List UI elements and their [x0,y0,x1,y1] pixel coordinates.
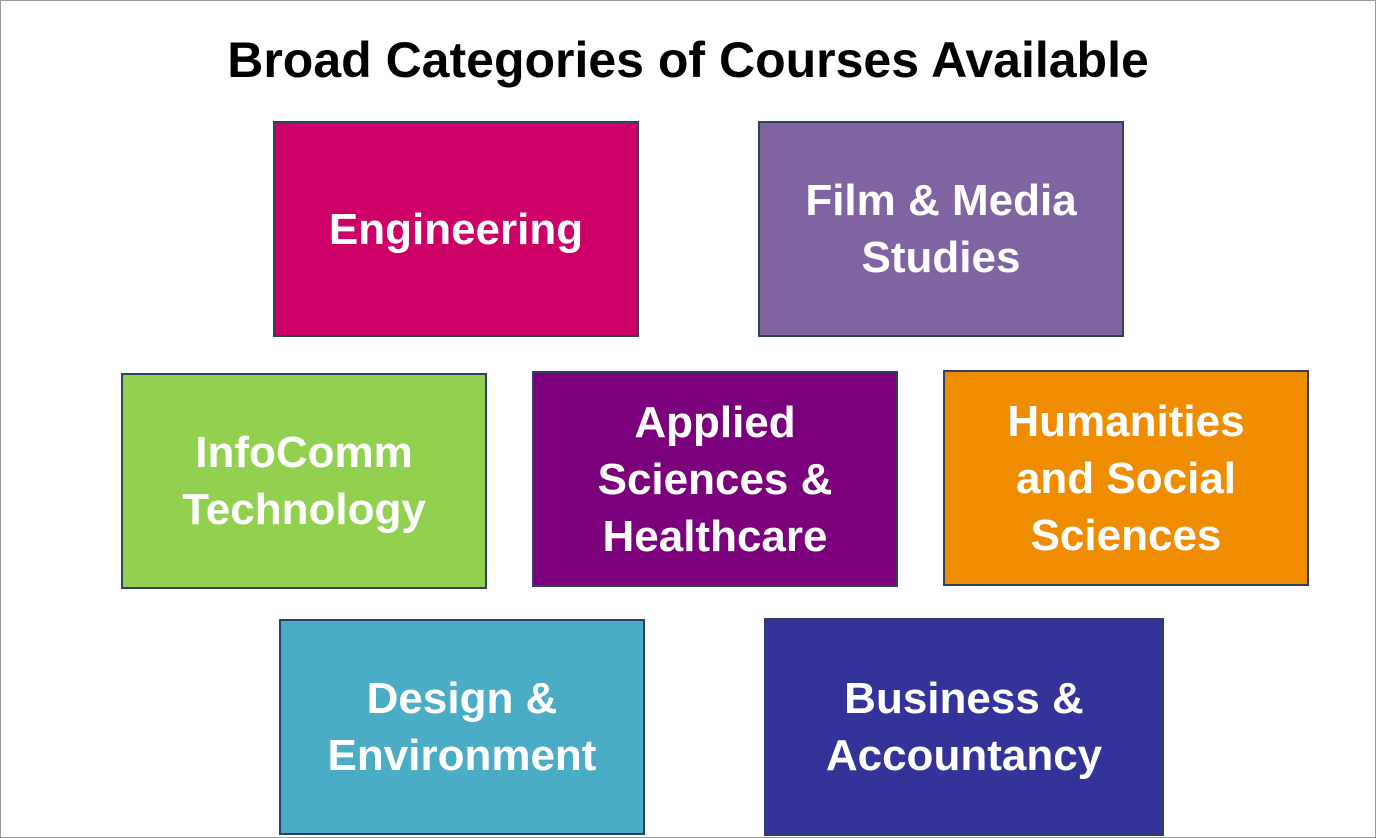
category-label: InfoComm Technology [182,428,426,534]
category-label: Humanities and Social Sciences [1007,396,1245,560]
category-film-media-studies: Film & Media Studies [758,121,1124,337]
category-humanities-social-sciences: Humanities and Social Sciences [943,370,1309,586]
category-label: Engineering [328,204,584,254]
category-business-accountancy: Business & Accountancy [764,618,1164,836]
category-label: Film & Media Studies [805,176,1077,282]
category-infocomm-technology: InfoComm Technology [121,373,487,589]
category-design-environment: Design & Environment [279,619,645,835]
category-engineering: Engineering [273,121,639,337]
category-label: Design & Environment [327,674,597,780]
category-label: Applied Sciences & Healthcare [597,397,833,561]
category-applied-sciences-healthcare: Applied Sciences & Healthcare [532,371,898,587]
slide-title: Broad Categories of Courses Available [227,32,1149,88]
category-label: Business & Accountancy [825,674,1103,780]
